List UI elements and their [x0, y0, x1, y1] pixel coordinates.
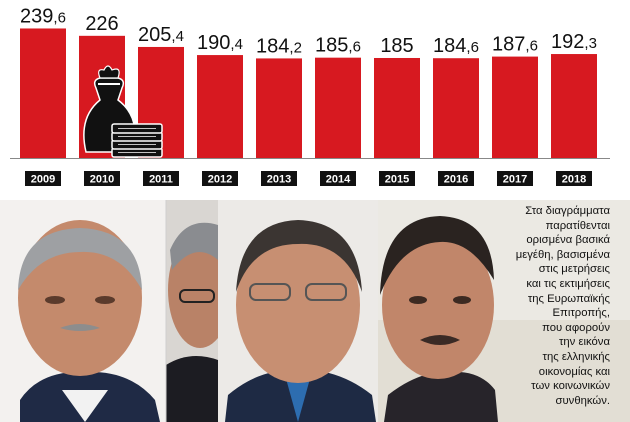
- year-label-2017: 2017: [503, 174, 527, 186]
- year-box-2013: [261, 171, 297, 186]
- value-label-2014: 185,6: [315, 35, 361, 57]
- value-label-2017: 187,6: [492, 34, 538, 56]
- portrait-photo-1: [0, 200, 166, 422]
- chart-caption: Στα διαγράμματα παρατίθενται ορισμένα βα…: [515, 205, 610, 407]
- bar-2012: [197, 55, 243, 158]
- year-box-2012: [202, 171, 238, 186]
- value-label-2010: 226: [85, 13, 118, 35]
- value-label-2013: 184,2: [256, 35, 302, 57]
- year-box-2009: [25, 171, 61, 186]
- value-label-2015: 185: [380, 35, 413, 57]
- bar-2015: [374, 57, 420, 158]
- year-box-2015: [379, 171, 415, 186]
- value-label-2009: 239,6: [20, 5, 66, 27]
- year-label-2012: 2012: [208, 174, 232, 186]
- bar-2013: [256, 58, 302, 158]
- value-label-2011: 205,4: [138, 24, 184, 46]
- bar-2016: [433, 58, 479, 158]
- gdp-bar-chart: 239,6 2009 226 2010 205,4 2011 190,4 2012 184,2 2…: [10, 5, 610, 186]
- portrait-photo-4: [378, 200, 630, 422]
- bar-2014: [315, 57, 361, 158]
- value-label-2012: 190,4: [197, 32, 243, 54]
- portrait-photo-2: [166, 200, 232, 422]
- year-label-2018: 2018: [562, 174, 586, 186]
- bar-2017: [492, 56, 538, 159]
- money-bag-icon: [83, 65, 163, 158]
- year-label-2009: 2009: [31, 174, 55, 186]
- year-label-2010: 2010: [90, 174, 114, 186]
- year-label-2015: 2015: [385, 174, 409, 186]
- year-label-2011: 2011: [149, 174, 173, 186]
- portrait-strip: Στα διαγράμματα παρατίθενται ορισμένα βα…: [0, 200, 630, 422]
- year-label-2014: 2014: [326, 174, 351, 186]
- year-box-2010: [84, 171, 120, 186]
- year-box-2017: [497, 171, 533, 186]
- value-label-2016: 184,6: [433, 35, 479, 57]
- year-label-2016: 2016: [444, 174, 468, 186]
- portrait-photo-3: [218, 200, 378, 422]
- bar-2009: [20, 28, 66, 158]
- value-label-2018: 192,3: [551, 31, 597, 53]
- year-box-2014: [320, 171, 356, 186]
- year-box-2011: [143, 171, 179, 186]
- bar-2018: [551, 54, 597, 159]
- year-box-2016: [438, 171, 474, 186]
- year-label-2013: 2013: [267, 174, 291, 186]
- year-box-2018: [556, 171, 592, 186]
